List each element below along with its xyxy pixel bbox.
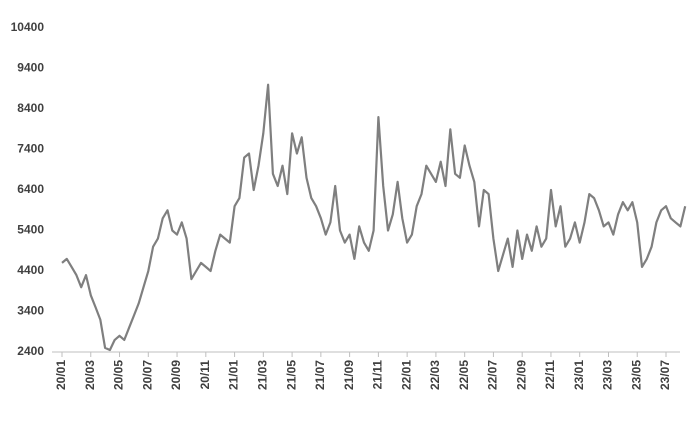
x-tick-label: 22/01 <box>399 360 413 390</box>
x-tick-label: 20/03 <box>83 360 97 390</box>
x-tick-label: 23/01 <box>572 360 586 390</box>
x-tick-label: 21/09 <box>342 360 356 390</box>
x-tick-label: 23/05 <box>629 360 643 390</box>
x-tick-label: 21/01 <box>227 360 241 390</box>
y-tick-label: 9400 <box>17 61 44 75</box>
y-tick-label: 2400 <box>17 344 44 358</box>
y-tick-label: 5400 <box>17 223 44 237</box>
x-tick-label: 21/07 <box>313 360 327 390</box>
y-tick-label: 7400 <box>17 142 44 156</box>
y-tick-label: 10400 <box>11 20 45 34</box>
x-tick-label: 21/03 <box>256 360 270 390</box>
x-tick-label: 22/03 <box>428 360 442 390</box>
x-tick-label: 22/11 <box>543 360 557 390</box>
x-tick-label: 20/11 <box>198 360 212 390</box>
x-tick-label: 22/07 <box>486 360 500 390</box>
y-tick-label: 4400 <box>17 263 44 277</box>
x-tick-label: 20/07 <box>140 360 154 390</box>
x-tick-label: 21/11 <box>371 360 385 390</box>
x-tick-label: 21/05 <box>284 360 298 390</box>
y-tick-label: 6400 <box>17 182 44 196</box>
x-tick-label: 22/09 <box>514 360 528 390</box>
x-tick-label: 23/07 <box>658 360 672 390</box>
y-tick-label: 8400 <box>17 101 44 115</box>
y-tick-label: 3400 <box>17 304 44 318</box>
x-tick-label: 20/01 <box>54 360 68 390</box>
x-tick-label: 22/05 <box>457 360 471 390</box>
x-tick-label: 20/05 <box>112 360 126 390</box>
x-tick-label: 23/03 <box>601 360 615 390</box>
x-tick-label: 20/09 <box>169 360 183 390</box>
price-line <box>61 83 687 352</box>
